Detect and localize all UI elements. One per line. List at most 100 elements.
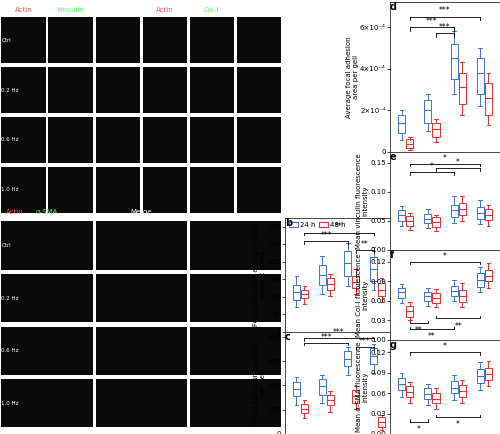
Text: **: ** xyxy=(335,223,343,231)
Text: b: b xyxy=(285,218,292,228)
Bar xyxy=(142,17,187,63)
Bar xyxy=(2,379,93,427)
Bar xyxy=(476,58,484,94)
Y-axis label: Mean Col-I fluorescence
intensity: Mean Col-I fluorescence intensity xyxy=(356,253,368,337)
Text: Merge: Merge xyxy=(130,209,152,215)
Text: *: * xyxy=(443,342,447,351)
Bar xyxy=(458,290,466,302)
Bar xyxy=(96,274,187,322)
Text: ***: *** xyxy=(439,6,451,15)
Bar xyxy=(432,293,440,303)
Bar xyxy=(142,67,187,113)
Bar xyxy=(485,83,492,115)
Y-axis label: Mean vinculin fluorescence
intensity: Mean vinculin fluorescence intensity xyxy=(356,153,368,249)
Bar xyxy=(96,221,187,270)
Bar xyxy=(2,167,46,213)
Text: ***: *** xyxy=(320,231,332,240)
Bar xyxy=(237,167,281,213)
Y-axis label: Focal adhesion number
per cell: Focal adhesion number per cell xyxy=(253,342,266,424)
Text: ***: *** xyxy=(333,328,345,337)
Bar xyxy=(450,44,458,79)
Bar xyxy=(190,167,234,213)
Bar xyxy=(485,368,492,380)
Bar xyxy=(378,283,385,296)
Text: **: ** xyxy=(428,332,436,341)
Bar xyxy=(96,327,187,375)
Text: a: a xyxy=(6,7,13,16)
Bar xyxy=(190,379,281,427)
Bar xyxy=(424,214,432,223)
Y-axis label: Mean α-SMA fluorescence
intensity: Mean α-SMA fluorescence intensity xyxy=(356,342,368,432)
Bar xyxy=(344,251,352,276)
Bar xyxy=(96,117,140,163)
Bar xyxy=(237,117,281,163)
Text: *: * xyxy=(456,158,460,168)
Y-axis label: Average focal adhesion
area per gell: Average focal adhesion area per gell xyxy=(346,36,358,118)
Bar xyxy=(326,395,334,405)
Legend: 24 h, 48 h: 24 h, 48 h xyxy=(288,221,346,229)
Bar xyxy=(2,327,93,375)
Bar xyxy=(2,221,93,270)
Bar xyxy=(2,17,46,63)
Bar xyxy=(450,381,458,393)
Bar xyxy=(237,67,281,113)
Text: *: * xyxy=(456,420,460,429)
Bar xyxy=(190,17,234,63)
Text: *: * xyxy=(417,425,420,434)
Bar xyxy=(142,117,187,163)
Bar xyxy=(458,385,466,397)
Text: Vinculin: Vinculin xyxy=(56,7,84,13)
Bar xyxy=(190,117,234,163)
Bar xyxy=(96,67,140,113)
Bar xyxy=(48,167,93,213)
Bar xyxy=(485,270,492,281)
Bar xyxy=(96,167,140,213)
Text: ***: *** xyxy=(359,337,370,346)
Bar xyxy=(96,17,140,63)
Bar xyxy=(2,67,46,113)
Text: 1.0 Hz: 1.0 Hz xyxy=(2,401,19,406)
Text: α-SMA: α-SMA xyxy=(36,209,58,215)
Text: **: ** xyxy=(415,326,422,335)
Bar xyxy=(406,139,413,148)
Bar xyxy=(370,348,377,364)
Text: Actin: Actin xyxy=(6,209,24,215)
Text: ***: *** xyxy=(439,23,451,32)
Bar xyxy=(432,393,440,403)
Bar xyxy=(398,210,405,221)
Bar xyxy=(190,221,281,270)
Text: 1.0 Hz: 1.0 Hz xyxy=(2,187,19,192)
Text: g: g xyxy=(390,340,397,350)
Bar xyxy=(458,204,466,215)
Bar xyxy=(476,369,484,383)
Text: e: e xyxy=(390,152,396,162)
Text: **: ** xyxy=(361,240,368,249)
Bar xyxy=(344,352,352,366)
Text: 0.2 Hz: 0.2 Hz xyxy=(2,88,19,92)
Bar xyxy=(370,257,377,280)
Text: **: ** xyxy=(454,322,462,331)
Bar xyxy=(424,292,432,301)
Bar xyxy=(485,209,492,220)
Bar xyxy=(237,17,281,63)
Text: c: c xyxy=(285,332,291,342)
Text: Merge: Merge xyxy=(107,7,128,13)
Text: ***: *** xyxy=(426,16,438,26)
Text: Actin: Actin xyxy=(14,7,32,13)
Bar xyxy=(424,388,432,398)
Bar xyxy=(190,274,281,322)
Text: Actin: Actin xyxy=(156,7,174,13)
Bar xyxy=(406,386,413,397)
Text: 0.6 Hz: 0.6 Hz xyxy=(2,138,19,142)
Bar xyxy=(476,207,484,218)
Bar xyxy=(190,327,281,375)
Bar xyxy=(318,379,326,395)
Bar xyxy=(352,390,360,403)
Bar xyxy=(96,379,187,427)
Text: Col-I: Col-I xyxy=(204,7,220,13)
Text: f: f xyxy=(390,250,394,260)
Text: d: d xyxy=(390,2,397,12)
Text: Ctrl: Ctrl xyxy=(2,38,11,43)
Bar xyxy=(48,17,93,63)
Bar xyxy=(424,100,432,123)
